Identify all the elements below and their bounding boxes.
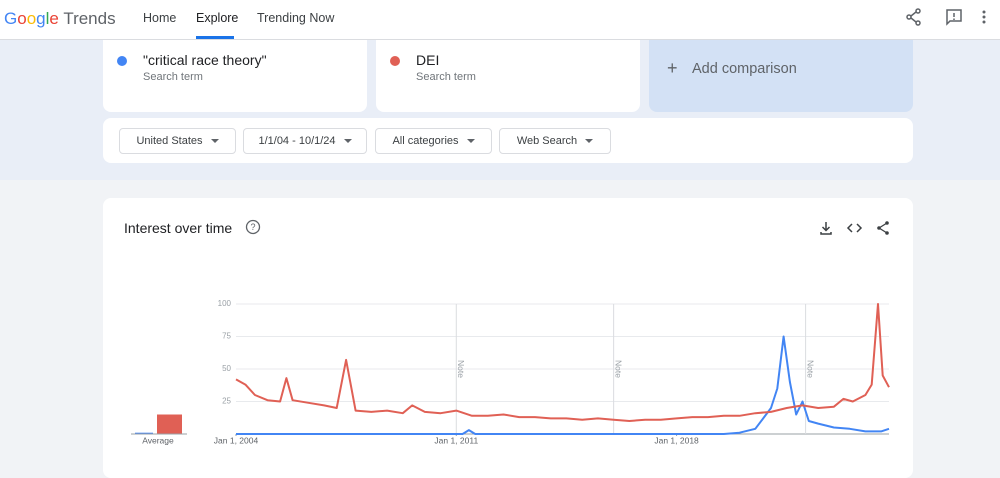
svg-text:?: ? (250, 222, 255, 232)
logo-trends: Trends (63, 9, 116, 28)
term-label: DEI (416, 52, 440, 68)
note-label: Note (805, 360, 815, 378)
x-tick-label: Jan 1, 2011 (434, 435, 478, 445)
logo-google: Google (4, 9, 59, 28)
average-label: Average (142, 435, 174, 445)
menu-icon[interactable] (980, 8, 988, 26)
note-label: Note (456, 360, 466, 378)
nav-underline (196, 36, 234, 39)
add-comparison[interactable]: + Add comparison (649, 40, 913, 112)
average-bar (157, 414, 182, 434)
add-comparison-label: Add comparison (692, 61, 797, 77)
nav-home[interactable]: Home (143, 11, 177, 25)
chart: 25 50 75 100 Jan 1, 2004 Jan 1, 2011 Jan 1, 20… (131, 299, 890, 445)
nav-trending[interactable]: Trending Now (257, 11, 335, 25)
line-series (236, 335, 890, 435)
card-title: Interest over time (124, 220, 233, 236)
plus-icon: + (667, 58, 678, 78)
filter[interactable]: United States (119, 128, 236, 154)
note-label: Note (613, 360, 623, 378)
top-bar: Google Trends Home Explore Trending Now (0, 0, 1000, 40)
share-icon[interactable] (905, 8, 923, 26)
filter[interactable]: Web Search (499, 128, 611, 154)
y-tick-label: 50 (222, 364, 231, 373)
page: Google Trends Home Explore Trending Now … (0, 0, 1000, 462)
x-tick-label: Jan 1, 2004 (214, 435, 259, 445)
term-dot (117, 56, 127, 66)
term-card[interactable]: DEI Search term (376, 40, 640, 112)
term-sub: Search term (143, 71, 203, 83)
card-actions[interactable] (819, 220, 889, 236)
y-tick-label: 25 (222, 397, 231, 406)
y-tick-label: 75 (222, 332, 231, 341)
term-label: "critical race theory" (143, 52, 267, 68)
y-tick-label: 100 (218, 299, 232, 308)
logo[interactable]: Google Trends (4, 9, 116, 29)
line-series (235, 303, 890, 422)
help-icon[interactable]: ? (245, 219, 261, 235)
chart-card: Interest over time ? 25 50 75 100 Jan 1, 200… (103, 198, 913, 478)
term-dot (390, 56, 400, 66)
filter[interactable]: All categories (375, 128, 492, 154)
filter[interactable]: 1/1/04 - 10/1/24 (243, 128, 367, 154)
nav-explore[interactable]: Explore (196, 11, 239, 25)
feedback-icon[interactable] (945, 8, 963, 26)
term-card[interactable]: "critical race theory" Search term (103, 40, 367, 112)
term-sub: Search term (416, 71, 476, 83)
average-bar (135, 432, 153, 434)
x-tick-label: Jan 1, 2018 (654, 435, 699, 445)
